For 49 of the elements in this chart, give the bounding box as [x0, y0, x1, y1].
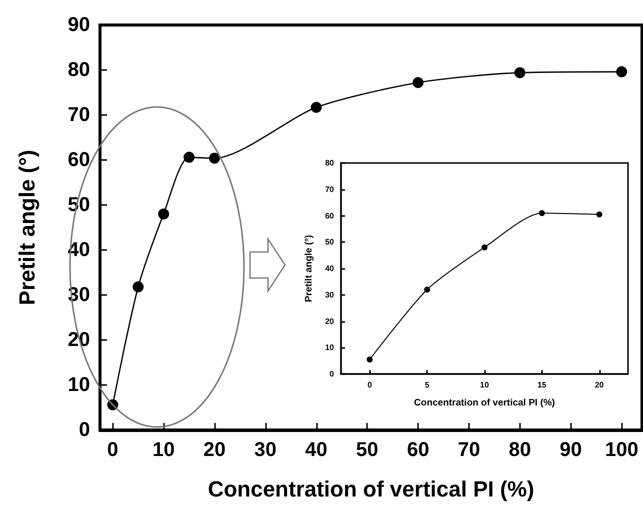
x-tick-label: 90	[560, 439, 582, 461]
point	[514, 67, 526, 78]
x-tick-label: 60	[406, 439, 430, 461]
point	[538, 210, 545, 216]
x-axis-title: Concentration of vertical PI (%)	[414, 398, 555, 408]
x-tick-label: 0	[367, 380, 372, 390]
y-tick-label: 40	[325, 264, 335, 273]
point	[366, 356, 373, 362]
y-tick-label: 0	[78, 419, 90, 441]
point	[310, 102, 322, 113]
x-tick-label: 5	[424, 380, 430, 390]
point	[209, 152, 220, 164]
y-tick-label: 60	[325, 211, 335, 220]
point	[596, 211, 602, 218]
point	[616, 66, 628, 78]
x-tick-label: 30	[254, 439, 277, 461]
y-tick-label: 90	[68, 14, 90, 36]
y-tick-label: 30	[68, 284, 90, 306]
y-tick-label: 70	[68, 104, 90, 126]
y-axis-title: Pretilt angle (°)	[14, 150, 40, 306]
y-tick-label: 30	[325, 290, 335, 300]
point	[412, 77, 424, 88]
x-tick-label: 15	[537, 380, 547, 390]
x-tick-label: 10	[480, 380, 490, 390]
y-tick-label: 80	[325, 158, 335, 168]
x-tick-label: 10	[152, 439, 175, 461]
x-axis-title: Concentration of vertical PI (%)	[208, 476, 534, 502]
y-tick-label: 20	[68, 329, 90, 351]
y-tick-label: 80	[68, 59, 90, 81]
point	[184, 152, 195, 163]
x-tick-label: 20	[203, 439, 226, 461]
y-tick-label: 0	[330, 370, 335, 378]
x-tick-label: 80	[508, 439, 531, 461]
x-tick-label: 70	[458, 439, 480, 461]
point	[482, 244, 488, 250]
y-tick-label: 10	[325, 343, 335, 352]
y-axis-title: Pretilt angle (°)	[304, 234, 315, 302]
point	[424, 286, 430, 293]
x-tick-label: 100	[604, 439, 638, 461]
x-tick-label: 50	[356, 439, 378, 461]
x-tick-label: 0	[107, 439, 118, 461]
x-tick-label: 20	[594, 380, 604, 390]
point	[158, 208, 170, 220]
y-tick-label: 70	[325, 184, 335, 194]
y-tick-label: 20	[325, 316, 335, 326]
y-tick-label: 60	[68, 149, 90, 171]
y-tick-label: 50	[325, 238, 335, 247]
y-tick-label: 40	[68, 239, 90, 261]
point	[132, 281, 144, 292]
